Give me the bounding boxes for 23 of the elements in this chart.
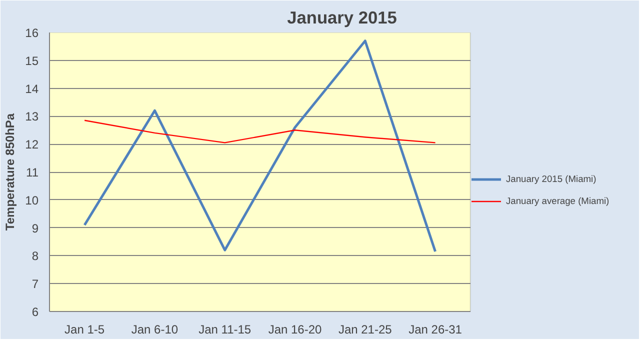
y-tick-label: 16 (25, 26, 39, 40)
x-tick-label: Jan 26-31 (408, 322, 462, 336)
x-tick-label: Jan 16-20 (268, 322, 322, 336)
line-series (83, 40, 437, 253)
legend-label: January 2015 (Miami) (506, 174, 596, 184)
line-series (84, 120, 436, 144)
x-tick-label: Jan 1-5 (64, 322, 105, 336)
x-tick-label: Jan 11-15 (198, 322, 252, 336)
y-tick-label: 7 (32, 277, 39, 292)
y-tick-label: 12 (25, 138, 39, 152)
y-tick-label: 6 (32, 305, 39, 319)
y-tick-label: 9 (32, 221, 39, 236)
y-axis-title: Temperature 850hPa (3, 113, 18, 231)
y-tick-label: 13 (25, 110, 39, 124)
y-tick-label: 15 (25, 54, 39, 68)
legend-label: January average (Miami) (506, 196, 610, 206)
x-tick-label: Jan 21-25 (338, 322, 392, 336)
y-tick-label: 14 (25, 82, 39, 96)
y-tick-label: 11 (26, 166, 39, 180)
chart-title: January 2015 (287, 8, 398, 28)
y-tick-label: 10 (25, 193, 39, 208)
y-tick-label: 8 (32, 249, 39, 264)
x-tick-label: Jan 6-10 (131, 322, 178, 336)
